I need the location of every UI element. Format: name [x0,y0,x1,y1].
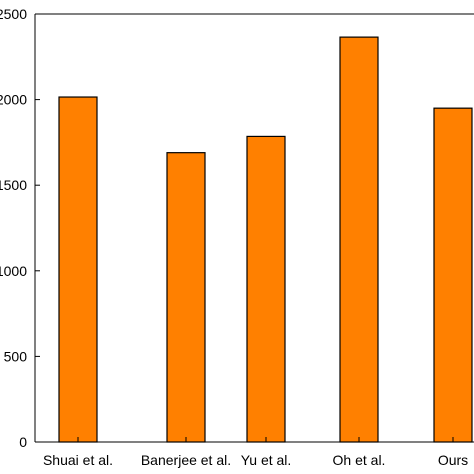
x-axis-ticks: Shuai et al. Banerjee et al. Yu et al. Oh e… [43,437,468,468]
y-axis-ticks: 0 500 1000 1500 2000 2500 [0,6,40,450]
bar [166,152,206,443]
y-tick-label: 2000 [0,92,27,108]
bars [58,36,473,443]
bar [246,135,286,443]
y-tick-label: 0 [19,434,27,450]
x-tick-label: Yu et al. [241,452,292,468]
x-tick-label: Oh et al. [333,452,386,468]
bar [58,96,98,443]
bar [339,36,379,443]
y-tick-label: 2500 [0,6,27,22]
bar [433,107,473,443]
y-tick-label: 1500 [0,177,27,193]
x-tick-label: Shuai et al. [43,452,113,468]
y-tick-label: 500 [4,348,28,364]
x-tick-label: Banerjee et al. [141,452,231,468]
y-tick-label: 1000 [0,263,27,279]
x-tick-label: Ours [438,452,468,468]
